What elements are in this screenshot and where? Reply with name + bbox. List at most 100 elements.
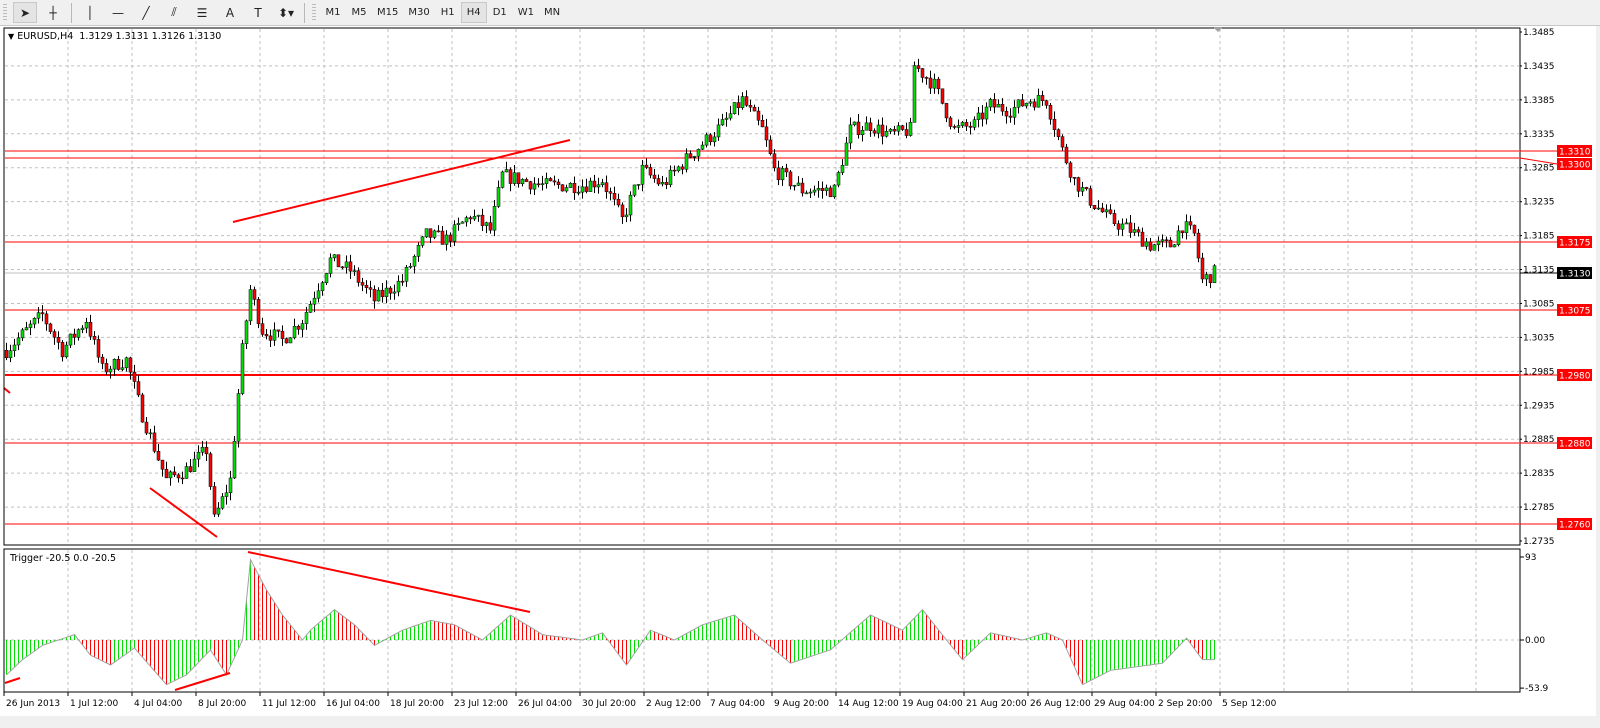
candle-body (240, 343, 245, 394)
toolbar-grip[interactable] (312, 3, 316, 22)
candle-body (312, 297, 317, 305)
candle-body (360, 282, 365, 286)
candle-body (92, 336, 97, 340)
chart-shift-marker-icon[interactable] (1213, 27, 1223, 32)
candle-body (8, 350, 13, 359)
level-price-label: 1.2760 (1559, 521, 1591, 531)
candle-body (1160, 239, 1165, 242)
timeframe-m1-button[interactable]: M1 (325, 7, 341, 18)
price-tick-label: 1.2885 (1523, 435, 1555, 445)
timeframe-m5-button[interactable]: M5 (351, 7, 367, 18)
candle-body (660, 182, 665, 185)
candle-body (868, 122, 873, 131)
candle-body (676, 166, 681, 172)
trendline[interactable] (232, 139, 571, 223)
candle-body (716, 124, 721, 138)
level-price-label: 1.3300 (1559, 161, 1591, 171)
candle-body (324, 273, 329, 283)
trendline[interactable] (174, 672, 231, 691)
candle-body (1116, 223, 1121, 230)
price-tick-label: 1.3285 (1523, 164, 1555, 174)
candle-body (344, 261, 349, 268)
candle-body (512, 172, 517, 184)
candle-body (300, 323, 305, 330)
candle-body (1048, 105, 1053, 120)
candle-body (16, 337, 21, 346)
candle-body (208, 453, 213, 487)
candle-body (1008, 115, 1013, 118)
candle-body (672, 169, 677, 172)
crosshair-icon[interactable]: ┼ (49, 5, 57, 20)
timeframe-w1-button[interactable]: W1 (517, 7, 534, 18)
candle-body (1080, 187, 1085, 192)
candle-body (272, 329, 277, 341)
candle-body (748, 105, 753, 108)
candle-body (596, 184, 601, 188)
candle-body (200, 446, 205, 453)
time-label: 9 Aug 20:00 (774, 699, 829, 709)
trendline-icon[interactable]: ╱ (142, 5, 150, 20)
collapse-triangle-icon[interactable]: ▼ (8, 32, 15, 41)
timeframe-d1-button[interactable]: D1 (492, 7, 507, 18)
candle-body (644, 164, 649, 168)
candle-body (880, 124, 885, 137)
candle-body (352, 270, 357, 272)
timeframe-m15-button[interactable]: M15 (377, 7, 399, 18)
arrows-dropdown-icon[interactable]: ⬍▾ (277, 5, 295, 20)
price-tick-label: 1.2935 (1523, 401, 1555, 411)
fibonacci-retracement-icon[interactable]: ☰ (196, 5, 208, 20)
candle-body (964, 122, 969, 127)
vertical-line-icon[interactable]: │ (86, 5, 94, 20)
candle-body (524, 179, 529, 182)
candle-body (260, 323, 265, 335)
equidistant-channel-icon[interactable]: ⫽ (171, 5, 177, 19)
candle-body (1032, 101, 1037, 108)
trendline[interactable] (4, 677, 21, 684)
level-price-label: 1.2880 (1559, 440, 1591, 450)
trendlines[interactable] (3, 139, 571, 691)
price-tick-label: 1.3435 (1523, 62, 1555, 72)
trendline[interactable] (3, 387, 11, 394)
level-price-label: 1.3310 (1559, 148, 1591, 158)
candle-body (1068, 162, 1073, 178)
candle-body (1140, 231, 1145, 247)
candle-body (1064, 146, 1069, 164)
timeframe-buttons: M1 M5 M15 M30 H1 H4 D1 W1 MN (320, 2, 565, 23)
time-label: 11 Jul 12:00 (262, 699, 316, 709)
candle-body (452, 224, 457, 242)
timeframe-h4-button[interactable]: H4 (460, 2, 487, 23)
candle-body (1184, 221, 1189, 234)
candle-body (384, 287, 389, 298)
horizontal-line-icon[interactable]: — (112, 5, 124, 20)
candle-body (68, 333, 73, 346)
candle-body (808, 191, 813, 194)
timeframe-m30-button[interactable]: M30 (408, 7, 430, 18)
trendline[interactable] (149, 487, 218, 538)
text-icon[interactable]: A (225, 5, 235, 20)
toolbar-grip[interactable] (3, 3, 7, 22)
timeframe-mn-button[interactable]: MN (543, 7, 561, 18)
candle-body (904, 129, 909, 136)
candle-body (920, 68, 925, 78)
trendline[interactable] (247, 551, 531, 613)
candle-body (124, 357, 129, 369)
text-label-icon[interactable]: T (254, 5, 262, 20)
price-tick-label: 1.3135 (1523, 266, 1555, 276)
candle-body (204, 446, 209, 455)
candle-body (444, 234, 449, 245)
candle-body (724, 117, 729, 120)
candle-body (752, 106, 757, 112)
candle-body (760, 120, 765, 128)
timeframe-h1-button[interactable]: H1 (440, 7, 455, 18)
candle-body (216, 507, 221, 515)
candle-body (936, 78, 941, 90)
candle-body (1132, 229, 1137, 233)
candle-body (756, 110, 761, 121)
candle-body (1168, 239, 1173, 248)
candle-body (804, 192, 809, 195)
candle-body (196, 451, 201, 460)
cursor-arrow-icon[interactable]: ➤ (13, 2, 37, 23)
time-label: 14 Aug 12:00 (838, 699, 899, 709)
candle-body (996, 104, 1001, 108)
